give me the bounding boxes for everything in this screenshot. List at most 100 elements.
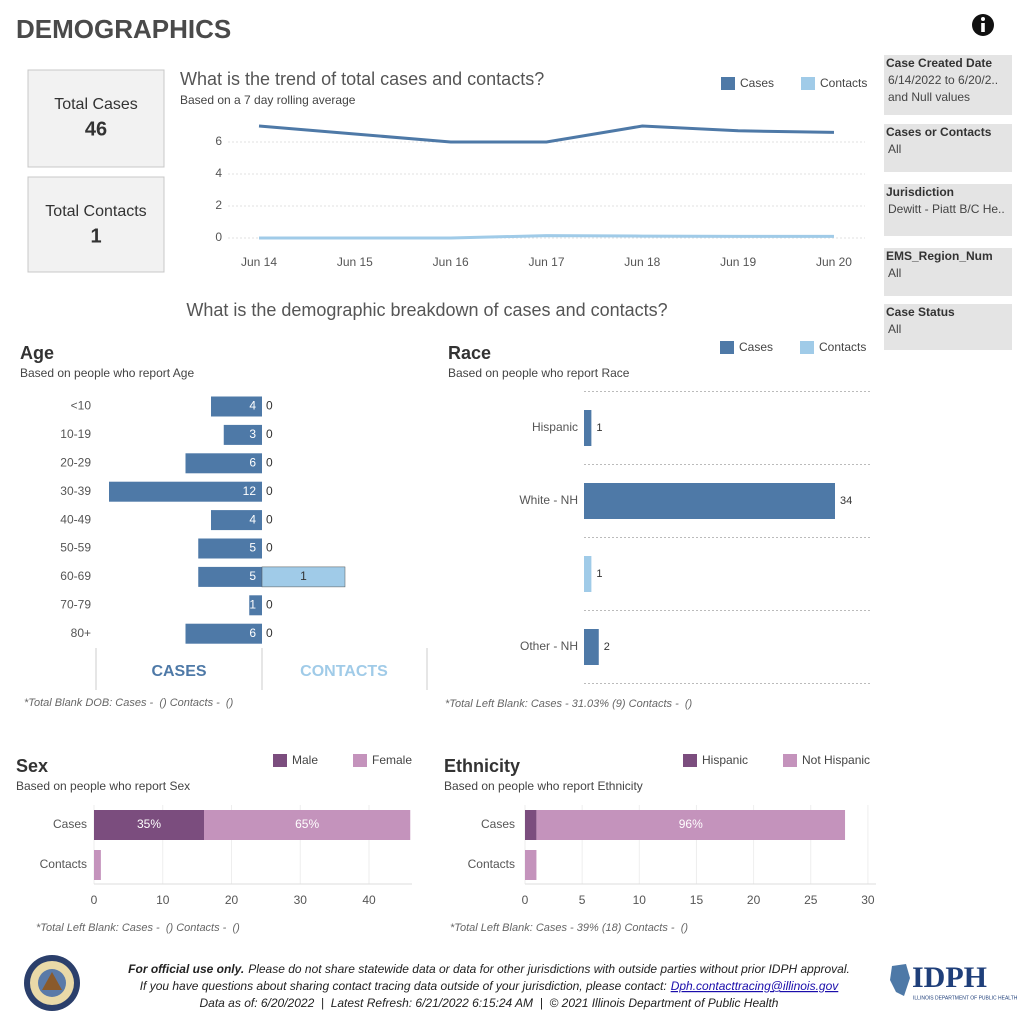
y-tick-label: 10-19 [60,427,91,441]
kpi-card [27,176,165,273]
line-series [259,234,834,240]
y-tick-label: 20-29 [60,455,91,469]
chart-subtitle: Based on people who report Sex [16,779,190,793]
legend-swatch [800,341,814,354]
bar [185,453,262,474]
bar-value-label: 0 [266,455,273,469]
legend-label: Not Hispanic [802,753,870,767]
bar-value-label: 5 [249,541,256,555]
footer-contact-text: If you have questions about sharing cont… [140,979,667,993]
legend-swatch [273,754,287,767]
bar-value-label: 4 [249,399,256,413]
legend-label: Contacts [819,340,866,354]
bar-value-label: 0 [266,399,273,413]
bar [109,481,262,502]
bar-value-label: 4 [249,512,256,526]
y-tick-label: 50-59 [60,541,91,555]
chart-subtitle: Based on people who report Ethnicity [444,779,643,793]
bar [261,566,346,588]
legend-label: Female [372,753,412,767]
bar [584,483,835,519]
filter-control[interactable]: Cases or Contacts All [884,124,1012,172]
filter-control[interactable]: Jurisdiction Dewitt - Piatt B/C He.. [884,184,1012,236]
footer-notice: For official use only. Please do not shar… [128,962,850,976]
y-tick-label: <10 [71,399,92,413]
filter-control[interactable]: EMS_Region_Num All [884,248,1012,296]
chart-subtitle: Based on people who report Age [20,366,194,380]
y-tick-label: Other - NH [520,639,578,653]
x-tick-label: 20 [225,893,239,907]
footer-notice-text: Please do not share statewide data or da… [248,962,850,976]
logo-subtext: ILLINOIS DEPARTMENT OF PUBLIC HEALTH [913,995,1018,1001]
bar-value-label: 2 [604,641,610,653]
page-title: DEMOGRAPHICS [16,14,231,44]
bar [211,510,262,531]
kpi-card [27,69,165,168]
y-tick-label: Contacts [40,857,87,871]
x-tick-label: 20 [747,893,761,907]
footer-email-link[interactable]: Dph.contacttracing@illinois.gov [671,979,840,993]
x-tick-label: 10 [633,893,647,907]
footer-meta: Data as of: 6/20/2022 | Latest Refresh: … [200,996,779,1010]
bar [211,396,262,417]
legend-label: Male [292,753,318,767]
kpi-label: Total Contacts [45,203,146,220]
chart-title: What is the trend of total cases and con… [180,69,544,89]
bar-segment [536,810,846,840]
filter-label: Cases or Contacts [886,125,992,139]
legend-label: Hispanic [702,753,748,767]
y-tick-label: Cases [481,817,515,831]
bar-value-label: 96% [679,817,703,831]
kpi-value: 46 [85,118,107,140]
chart-note: *Total Left Blank: Cases - () Contacts -… [36,922,240,934]
filter-control[interactable]: Case Created Date 6/14/2022 to 6/20/2.. an… [884,55,1012,115]
filter-label: Jurisdiction [886,185,954,199]
bar [223,424,262,445]
bar-value-label: 0 [266,541,273,555]
filter-control[interactable]: Case Status All [884,304,1012,350]
x-tick-label: Jun 17 [528,255,564,269]
filter-box [884,248,1012,296]
bar-segment [525,810,537,840]
legend-swatch [801,77,815,90]
bar-segment [204,810,411,840]
x-tick-label: 0 [91,893,98,907]
bar [584,410,592,446]
filter-box [884,184,1012,236]
bar-value-label: 0 [266,427,273,441]
legend-swatch [353,754,367,767]
y-tick-label: 0 [215,230,222,244]
info-icon[interactable] [972,14,994,36]
filter-box [884,124,1012,172]
chart-title: Age [20,343,54,363]
x-tick-label: Jun 15 [337,255,373,269]
x-tick-label: 40 [362,893,376,907]
axis-label: CONTACTS [300,663,388,680]
y-tick-label: Cases [53,817,87,831]
kpi-label: Total Cases [54,96,138,113]
bar-segment [94,810,204,840]
legend-swatch [720,341,734,354]
kpi-value: 1 [90,225,101,247]
chart-note: *Total Left Blank: Cases - 31.03% (9) Co… [445,698,693,710]
chart-subtitle: Based on a 7 day rolling average [180,93,356,107]
line-series [258,124,835,144]
x-tick-label: 15 [690,893,704,907]
bar-value-label: 1 [300,569,307,583]
legend-label: Cases [739,340,773,354]
y-tick-label: Hispanic [532,420,578,434]
bar-value-label: 5 [249,569,256,583]
filter-box [884,304,1012,350]
y-tick-label: 30-39 [60,484,91,498]
y-tick-label: White - NH [519,493,578,507]
bar [198,538,262,559]
bar [584,556,592,592]
y-tick-label: 40-49 [60,512,91,526]
idph-logo-mark [890,964,910,996]
bar-value-label: 6 [249,455,256,469]
x-tick-label: Jun 16 [433,255,469,269]
chart-title: Ethnicity [444,756,520,776]
x-tick-label: 25 [804,893,818,907]
x-tick-label: 5 [579,893,586,907]
